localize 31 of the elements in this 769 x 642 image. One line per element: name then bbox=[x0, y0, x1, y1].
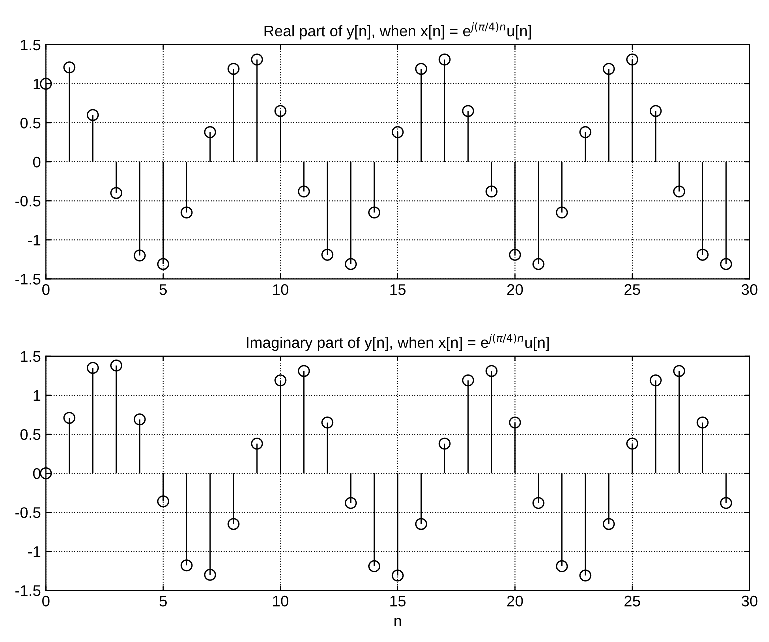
x-tick-label: 30 bbox=[742, 596, 758, 607]
x-tick-label: 20 bbox=[508, 284, 524, 296]
x-tick-label: 10 bbox=[273, 596, 289, 607]
x-tick-label: 5 bbox=[160, 284, 168, 296]
y-tick-label: 0.5 bbox=[20, 118, 41, 129]
x-tick-label: 20 bbox=[508, 596, 524, 607]
x-axis-title: n bbox=[394, 618, 402, 626]
y-tick-label: 1.5 bbox=[21, 40, 41, 51]
y-tick-label: 0 bbox=[33, 468, 41, 480]
x-tick-label: 30 bbox=[742, 284, 758, 296]
chart-title: Real part of y[n], when x[n] = e$^{j(π/4)n}$u[n] bbox=[264, 22, 532, 40]
y-tick-label: -1.5 bbox=[16, 274, 41, 285]
y-tick-label: -0.5 bbox=[16, 196, 41, 207]
x-tick-label: 0 bbox=[42, 596, 50, 607]
x-tick-label: 10 bbox=[273, 284, 289, 296]
y-tick-label: 0 bbox=[33, 156, 41, 168]
y-tick-label: 0.5 bbox=[20, 429, 41, 440]
chart-title: Imaginary part of y[n], when x[n] = e$^{j(π/4)n}$u[n] bbox=[247, 334, 549, 352]
y-tick-label: -1 bbox=[28, 235, 41, 246]
y-tick-label: -1 bbox=[28, 546, 41, 558]
x-tick-label: 0 bbox=[42, 284, 50, 296]
x-tick-label: 25 bbox=[624, 284, 640, 296]
x-tick-label: 5 bbox=[160, 596, 168, 607]
y-tick-label: -0.5 bbox=[16, 507, 41, 518]
y-tick-label: 1.5 bbox=[21, 351, 41, 362]
x-tick-label: 25 bbox=[624, 596, 640, 607]
y-tick-label: -1.5 bbox=[16, 586, 41, 596]
y-tick-label: 1 bbox=[34, 390, 41, 402]
x-tick-label: 15 bbox=[390, 284, 406, 296]
x-tick-label: 15 bbox=[390, 596, 406, 607]
y-tick-label: 1 bbox=[34, 79, 41, 90]
